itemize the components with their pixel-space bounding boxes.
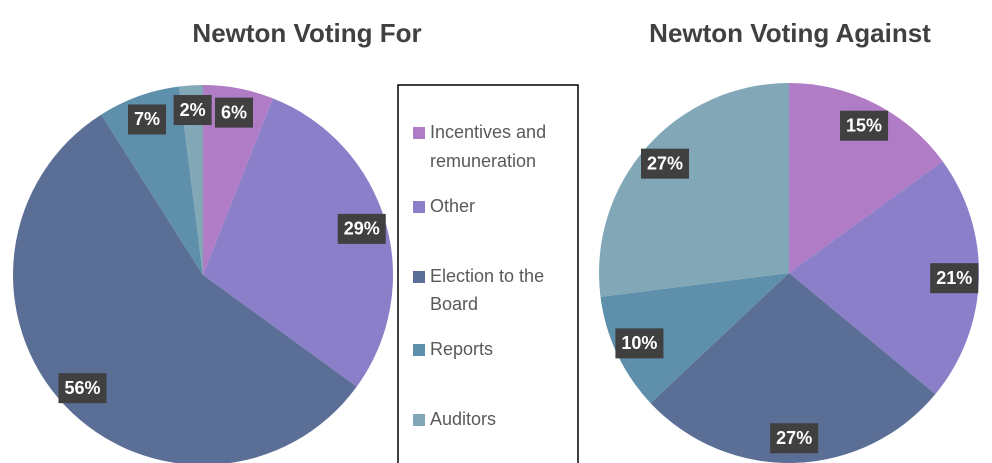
pie-slice xyxy=(179,85,203,275)
legend-swatch xyxy=(413,127,425,139)
legend-box xyxy=(397,84,579,463)
legend-swatch xyxy=(413,271,425,283)
legend-label: Reports xyxy=(430,339,493,359)
pie-slice xyxy=(600,273,789,404)
data-label-text: 56% xyxy=(64,378,100,398)
legend-swatch xyxy=(413,344,425,356)
data-label-bg xyxy=(615,328,664,359)
legend-label: Election to the Board xyxy=(430,266,544,314)
data-label-text: 21% xyxy=(936,268,972,288)
data-label: 10% xyxy=(615,328,664,359)
chart-title: Newton Voting Against xyxy=(649,18,931,48)
pie-slice xyxy=(789,161,980,395)
data-label-text: 2% xyxy=(180,100,206,120)
pie-slice xyxy=(203,85,273,275)
data-label-bg xyxy=(930,263,979,294)
data-label: 27% xyxy=(770,423,819,454)
data-label-text: 29% xyxy=(344,219,380,239)
legend-label: Other xyxy=(430,196,475,216)
pie-slice xyxy=(650,273,936,463)
data-label-text: 27% xyxy=(647,153,683,173)
data-label-text: 15% xyxy=(846,115,882,135)
data-label: 6% xyxy=(214,97,253,128)
data-label-bg xyxy=(214,97,253,128)
pie-slice xyxy=(203,98,394,387)
data-label-text: 27% xyxy=(776,428,812,448)
legend-label: Auditors xyxy=(430,409,496,429)
data-label: 15% xyxy=(840,110,889,141)
legend-swatch xyxy=(413,201,425,213)
data-label-text: 6% xyxy=(221,102,247,122)
data-label-text: 7% xyxy=(134,109,160,129)
data-label: 27% xyxy=(640,148,690,179)
data-label-bg xyxy=(640,148,690,179)
data-label-bg xyxy=(58,373,107,404)
data-label-bg xyxy=(127,104,167,135)
pie-slice xyxy=(101,86,203,276)
chart-title: Newton Voting For xyxy=(192,18,421,48)
data-label: 21% xyxy=(930,263,979,294)
data-label: 29% xyxy=(337,213,386,244)
legend-swatch xyxy=(413,414,425,426)
legend-label: Incentives and remuneration xyxy=(430,122,546,171)
data-label: 56% xyxy=(58,373,107,404)
data-label-text: 10% xyxy=(621,333,657,353)
data-label: 7% xyxy=(127,104,167,135)
data-label-bg xyxy=(337,213,386,244)
data-label: 2% xyxy=(173,95,212,126)
pie-slice xyxy=(789,83,943,273)
data-label-bg xyxy=(840,110,889,141)
pie-slice xyxy=(599,83,789,297)
data-label-bg xyxy=(173,95,212,126)
data-label-bg xyxy=(770,423,819,454)
